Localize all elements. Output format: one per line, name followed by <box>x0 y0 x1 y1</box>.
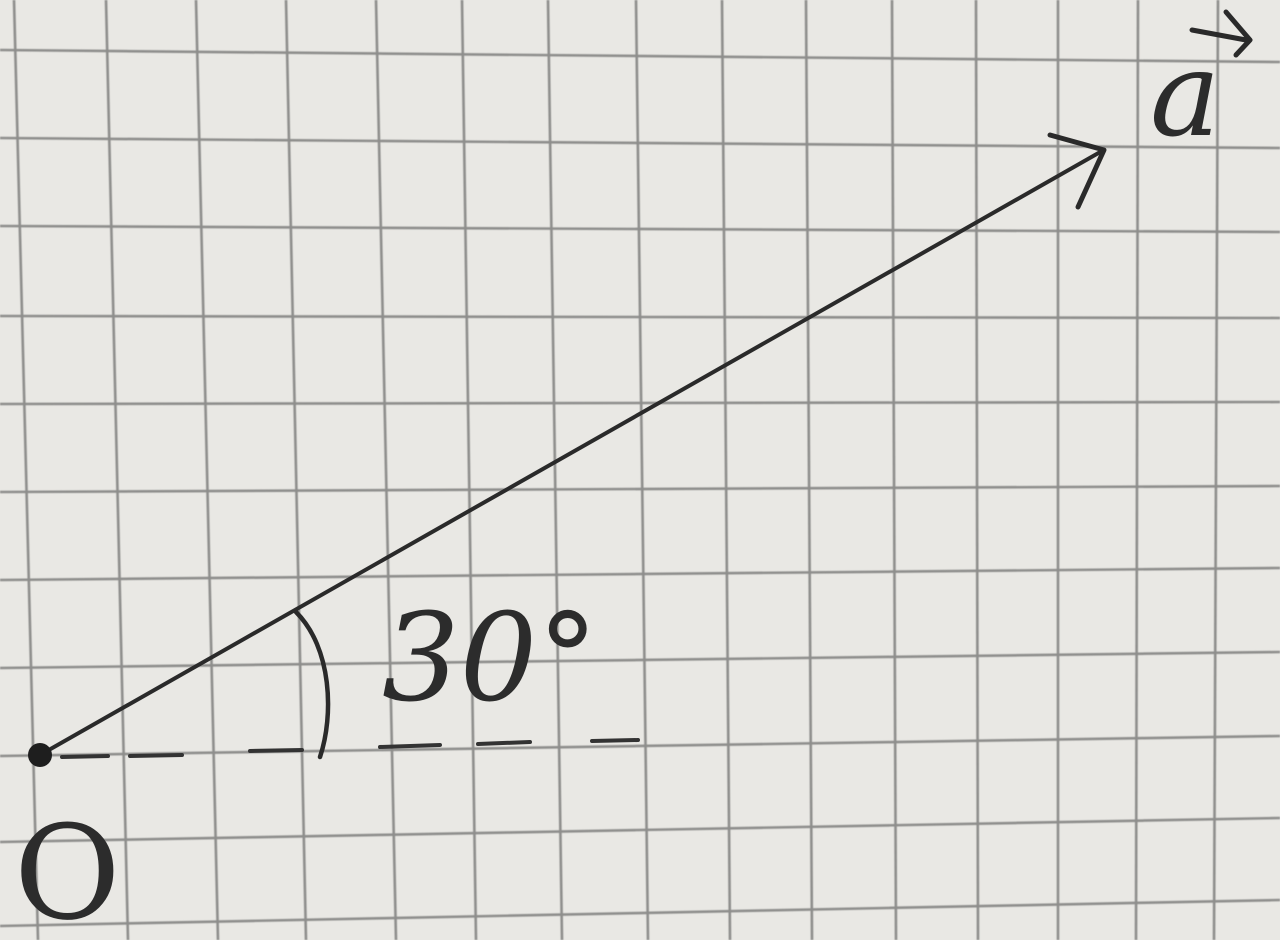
grid-vertical-line-14 <box>1134 0 1140 940</box>
grid-horizontal-line-1 <box>0 48 1280 64</box>
grid-vertical-line-12 <box>974 0 980 940</box>
angle-arc <box>293 609 331 760</box>
grid-horizontal-line-6 <box>0 484 1280 494</box>
grid-horizontal-line-4 <box>0 314 1280 320</box>
grid-vertical-line-10 <box>804 0 814 940</box>
origin-point <box>28 743 52 767</box>
grid-horizontal-line-10 <box>0 816 1280 844</box>
grid-vertical-line-11 <box>890 0 898 940</box>
grid-vertical-line-3 <box>194 0 220 940</box>
grid-vertical-line-6 <box>460 0 478 940</box>
vector-a-arrow-shaft <box>38 149 1104 757</box>
grid-horizontal-line-2 <box>0 136 1280 150</box>
grid-vertical-line-9 <box>720 0 732 940</box>
reference-dashed-line <box>60 738 640 759</box>
origin-label: O <box>14 797 121 940</box>
grid-vertical-line-2 <box>104 0 130 940</box>
grid-horizontal-line-5 <box>0 400 1280 406</box>
grid-vertical-line-15 <box>1212 0 1220 940</box>
vector-label: a <box>1150 25 1220 163</box>
angle-label: 30° <box>382 587 598 729</box>
grid-vertical-line-1 <box>12 0 40 940</box>
vector-label-arrow-icon <box>1189 9 1253 58</box>
grid-vertical-line-8 <box>634 0 650 940</box>
grid-vertical-line-4 <box>284 0 308 940</box>
vector-a-arrowhead <box>1047 132 1107 210</box>
grid-horizontal-line-8 <box>0 650 1280 670</box>
grid-vertical-line-7 <box>546 0 564 940</box>
grid-horizontal-line-11 <box>0 898 1280 928</box>
grid-horizontal-line-3 <box>0 224 1280 234</box>
grid-horizontal-line-9 <box>0 734 1280 758</box>
grid-horizontal-line-7 <box>0 566 1280 582</box>
grid-vertical-line-5 <box>374 0 398 940</box>
